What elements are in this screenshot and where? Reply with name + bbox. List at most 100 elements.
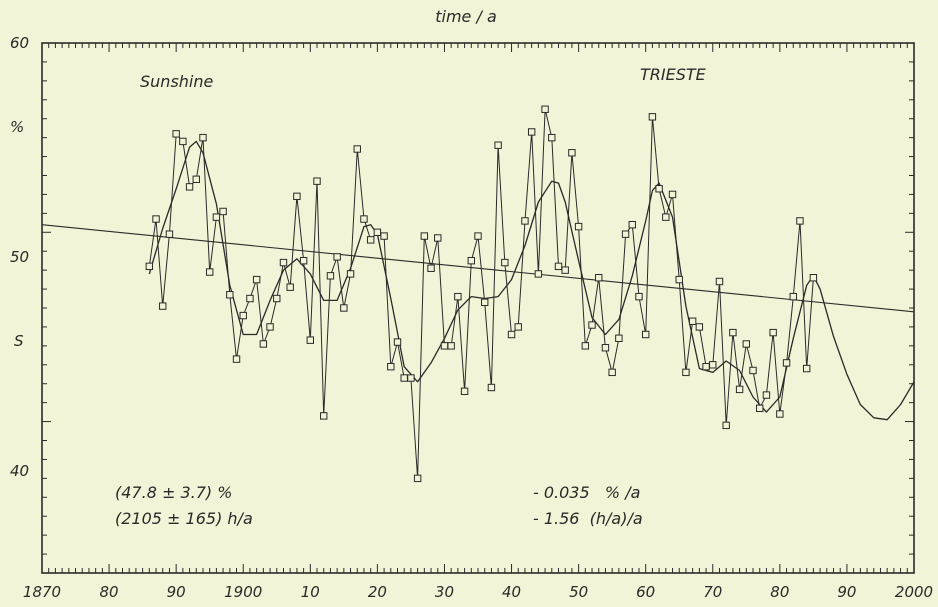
trend-percent-annotation: - 0.035 % /a — [533, 483, 640, 502]
data-point — [427, 264, 435, 272]
data-point — [259, 340, 268, 348]
data-point — [420, 232, 429, 240]
data-point — [212, 213, 221, 221]
x-tick-label: 60 — [636, 583, 655, 601]
x-tick-label: 1870 — [23, 583, 61, 601]
data-point — [333, 253, 341, 261]
data-point — [179, 137, 187, 146]
data-point — [447, 342, 455, 350]
data-point — [239, 311, 247, 320]
trend-line-group — [41, 224, 915, 313]
data-point — [749, 366, 757, 375]
data-point — [568, 149, 576, 157]
data-point — [172, 130, 180, 138]
data-point — [715, 277, 724, 286]
data-point — [615, 334, 623, 342]
data-point — [279, 258, 288, 267]
data-point — [273, 294, 281, 303]
data-point — [729, 328, 737, 337]
data-point — [460, 387, 469, 395]
data-point — [595, 274, 603, 282]
x-tick-label: 40 — [502, 583, 521, 601]
data-point — [782, 359, 791, 367]
mean-hours-annotation: (2105 ± 165) h/a — [115, 509, 253, 528]
y-tick-label-60: 60 — [10, 34, 29, 52]
data-point — [393, 338, 402, 346]
data-point — [688, 317, 697, 325]
data-point — [246, 294, 254, 303]
axis-ticks — [41, 42, 915, 574]
x-tick-label: 80 — [770, 583, 789, 601]
observed-line — [148, 109, 814, 479]
trend-hours-annotation: - 1.56 (h/a)/a — [533, 509, 643, 528]
data-point — [762, 391, 771, 399]
data-point — [588, 321, 596, 329]
data-point — [360, 215, 368, 223]
data-point — [306, 336, 315, 344]
data-point — [266, 323, 274, 331]
x-tick-label: 50 — [569, 583, 588, 601]
data-point — [621, 230, 630, 238]
data-point — [454, 292, 462, 301]
data-point — [601, 344, 610, 352]
data-point — [608, 368, 616, 377]
observed-series-group — [145, 105, 818, 483]
data-point — [185, 183, 194, 191]
data-point — [501, 258, 509, 267]
data-point — [789, 292, 797, 301]
data-point — [796, 217, 804, 225]
data-point — [561, 266, 569, 274]
data-point — [641, 330, 650, 339]
mean-percent-annotation: (47.8 ± 3.7) % — [115, 483, 232, 502]
data-point — [648, 113, 657, 121]
data-point — [387, 362, 395, 371]
data-point — [219, 207, 227, 216]
x-tick-label: 80 — [100, 583, 119, 601]
data-point — [286, 283, 294, 291]
data-point — [487, 383, 496, 392]
data-point — [145, 262, 154, 271]
data-point — [534, 270, 543, 278]
data-point — [682, 368, 690, 377]
data-point — [152, 215, 160, 223]
data-point — [413, 474, 422, 483]
data-point — [662, 213, 670, 221]
data-point — [668, 190, 677, 199]
data-point — [675, 275, 683, 284]
data-point — [199, 133, 207, 142]
data-point — [548, 133, 556, 142]
data-point — [252, 275, 261, 284]
x-tick-labels: 1870 80 90 1900 10 20 30 40 50 60 70 80 90 2000 — [23, 583, 933, 601]
data-point — [628, 221, 636, 229]
data-point — [346, 270, 355, 278]
data-point — [809, 274, 818, 282]
data-point — [722, 421, 730, 430]
data-point — [192, 175, 200, 183]
data-point — [709, 361, 717, 369]
data-point — [742, 340, 751, 348]
linear-trend-line — [41, 224, 915, 313]
data-point — [326, 272, 335, 280]
data-point — [373, 228, 382, 236]
data-point — [735, 385, 744, 394]
data-point — [380, 232, 388, 240]
data-point — [299, 256, 308, 265]
variable-label: Sunshine — [140, 72, 214, 91]
data-point — [494, 141, 502, 149]
data-point — [366, 236, 375, 244]
data-point — [527, 128, 536, 136]
data-point — [467, 256, 475, 265]
x-tick-label: 1900 — [224, 583, 262, 601]
data-point — [159, 302, 167, 310]
data-point — [293, 192, 301, 201]
data-point — [353, 145, 361, 153]
data-point — [541, 105, 549, 113]
station-label: TRIESTE — [640, 65, 707, 84]
top-axis-label: time / a — [435, 7, 497, 26]
data-point — [574, 222, 583, 231]
data-point — [514, 323, 522, 331]
y-tick-label-50: 50 — [10, 248, 29, 266]
data-point — [407, 374, 415, 382]
